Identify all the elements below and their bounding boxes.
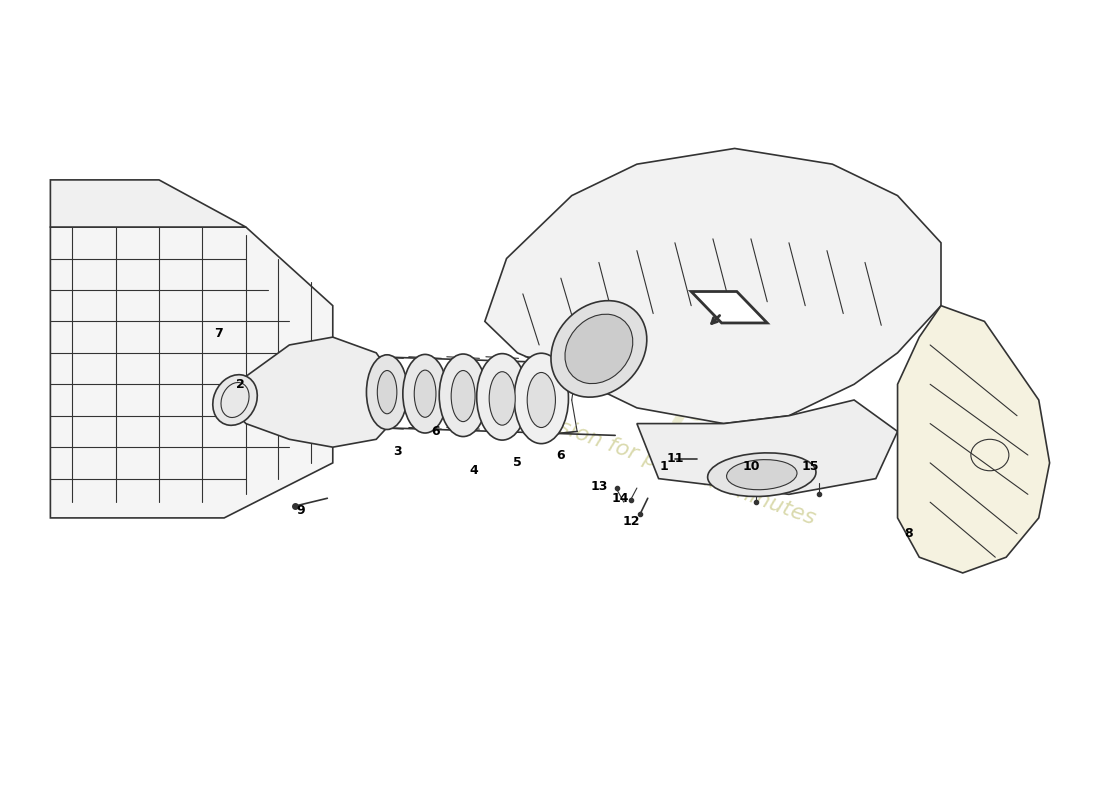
Ellipse shape — [439, 354, 487, 437]
Ellipse shape — [565, 314, 632, 384]
Ellipse shape — [727, 460, 798, 490]
Ellipse shape — [451, 370, 475, 422]
Polygon shape — [898, 306, 1049, 573]
Ellipse shape — [514, 354, 569, 444]
Text: 12: 12 — [623, 515, 640, 528]
Text: e: e — [147, 332, 204, 413]
Polygon shape — [224, 337, 398, 447]
Ellipse shape — [476, 354, 528, 440]
Polygon shape — [485, 149, 940, 423]
Text: 14: 14 — [612, 492, 629, 505]
Text: 10: 10 — [742, 460, 760, 474]
Text: 6: 6 — [557, 449, 565, 462]
Text: 15: 15 — [802, 460, 820, 474]
Ellipse shape — [415, 370, 436, 418]
Text: 9: 9 — [296, 503, 305, 517]
Text: 7: 7 — [214, 326, 223, 340]
Text: a passion for parts in minutes: a passion for parts in minutes — [499, 397, 818, 529]
Ellipse shape — [212, 374, 257, 426]
Text: 4: 4 — [470, 464, 478, 478]
Text: 13: 13 — [591, 480, 607, 493]
Text: 8: 8 — [904, 527, 913, 540]
Text: 3: 3 — [394, 445, 403, 458]
Ellipse shape — [403, 354, 448, 433]
Ellipse shape — [366, 354, 408, 430]
Polygon shape — [51, 227, 333, 518]
Polygon shape — [51, 180, 246, 227]
Text: 1: 1 — [660, 460, 669, 474]
Ellipse shape — [377, 370, 397, 414]
Ellipse shape — [551, 301, 647, 397]
Text: 2: 2 — [236, 378, 245, 390]
Ellipse shape — [707, 453, 816, 497]
Ellipse shape — [490, 372, 515, 425]
Polygon shape — [691, 291, 767, 323]
Text: 6: 6 — [431, 425, 440, 438]
Text: 5: 5 — [513, 456, 521, 470]
Text: eurospares: eurospares — [524, 323, 837, 477]
Text: 11: 11 — [667, 453, 684, 466]
Polygon shape — [94, 258, 278, 494]
Polygon shape — [637, 400, 898, 494]
Ellipse shape — [527, 373, 556, 427]
